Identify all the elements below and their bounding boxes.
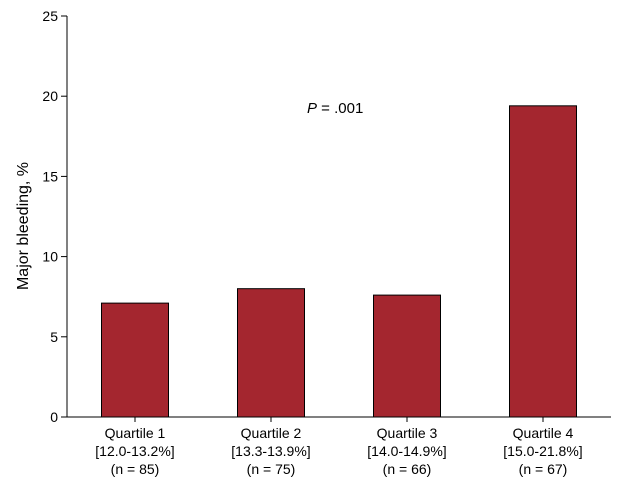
y-tick-label: 10 [42,249,58,265]
y-tick-label: 20 [42,88,58,104]
bar [237,288,305,418]
y-tick-label: 25 [42,8,58,24]
y-tick-label: 15 [42,168,58,184]
bars [101,105,577,418]
x-tick-label: Quartile 1 [105,425,166,441]
bar [509,105,577,418]
x-tick-label: [12.0-13.2%] [95,443,174,459]
p-value: = .001 [317,100,363,117]
x-tick-label: [15.0-21.8%] [503,443,582,459]
y-tick-label: 5 [50,329,58,345]
x-tick-label: Quartile 2 [241,425,302,441]
x-tick-label: Quartile 3 [377,425,438,441]
y-tick-label: 0 [50,409,58,425]
x-tick-label: [14.0-14.9%] [367,443,446,459]
x-tick-label: [13.3-13.9%] [231,443,310,459]
category-labels: Quartile 1 [12.0-13.2%] (n = 85) Quartile 2… [95,425,582,477]
x-tick-label: (n = 85) [111,461,160,477]
bar [373,294,441,418]
x-tick-label: (n = 67) [519,461,568,477]
bar [101,302,169,418]
p-symbol: P [307,100,317,117]
x-tick-label: (n = 75) [247,461,296,477]
p-value-annotation: P = .001 [307,100,363,117]
x-tick-label: Quartile 4 [513,425,574,441]
y-axis-label: Major bleeding, % [15,162,32,290]
x-tick-label: (n = 66) [383,461,432,477]
